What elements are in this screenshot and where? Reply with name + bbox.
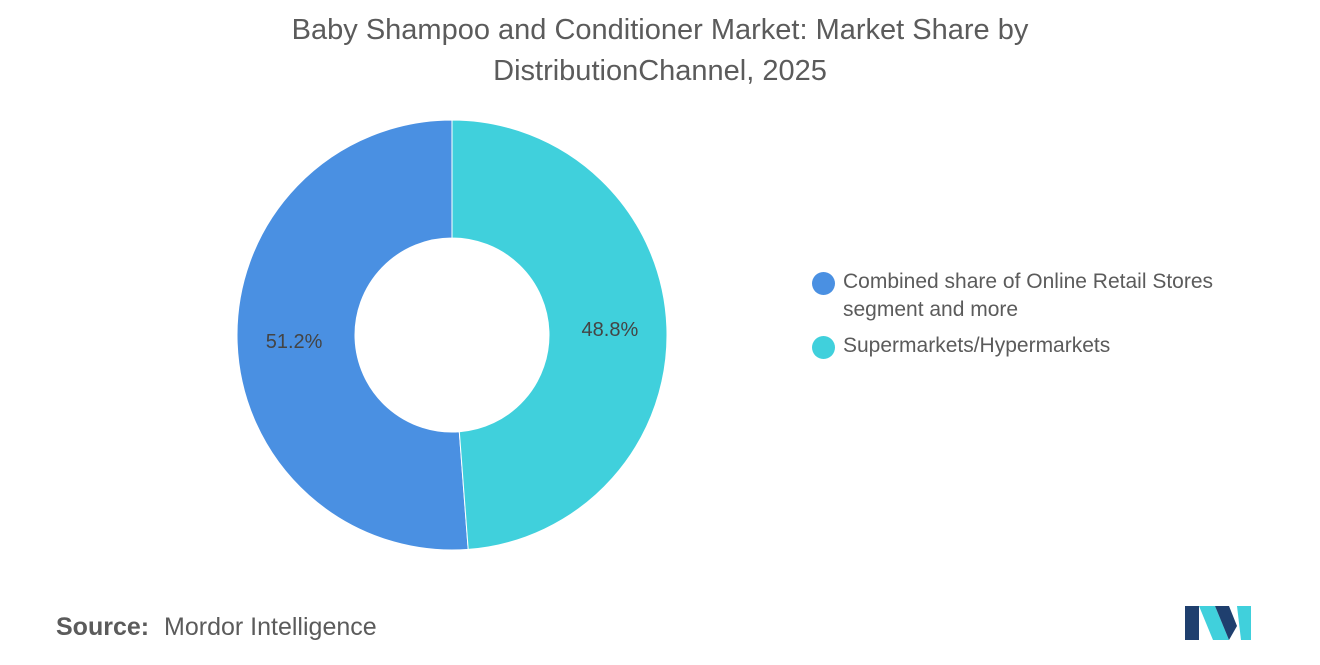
source-key: Source: xyxy=(56,613,150,641)
legend-swatch-supermarkets xyxy=(812,336,835,359)
chart-title: Baby Shampoo and Conditioner Market: Mar… xyxy=(0,10,1320,92)
chart-title-line-2: DistributionChannel, 2025 xyxy=(493,55,827,87)
logo-shape-right-b xyxy=(1237,606,1251,640)
slice-label-online-retail: 51.2% xyxy=(266,331,323,353)
source-value: Mordor Intelligence xyxy=(164,613,377,641)
legend-item-online-retail: Combined share of Online Retail Stores s… xyxy=(812,268,1282,324)
legend: Combined share of Online Retail Stores s… xyxy=(812,268,1282,368)
slice-supermarkets xyxy=(451,119,668,550)
logo-shape-mid xyxy=(1199,606,1229,640)
logo-shape-right-a xyxy=(1215,606,1237,640)
legend-label-online-retail: Combined share of Online Retail Stores s… xyxy=(843,270,1214,321)
legend-label-supermarkets: Supermarkets/Hypermarkets xyxy=(843,334,1111,357)
chart-title-line-1: Baby Shampoo and Conditioner Market: Mar… xyxy=(291,14,1029,46)
legend-swatch-online-retail xyxy=(812,272,835,295)
legend-item-supermarkets: Supermarkets/Hypermarkets xyxy=(812,332,1282,360)
source-note: Source: Mordor Intelligence xyxy=(56,611,377,643)
logo-shape-left xyxy=(1185,606,1199,640)
mordor-intelligence-logo-icon xyxy=(1185,606,1251,640)
slice-label-supermarkets: 48.8% xyxy=(582,319,639,341)
slice-online-retail xyxy=(236,119,469,551)
